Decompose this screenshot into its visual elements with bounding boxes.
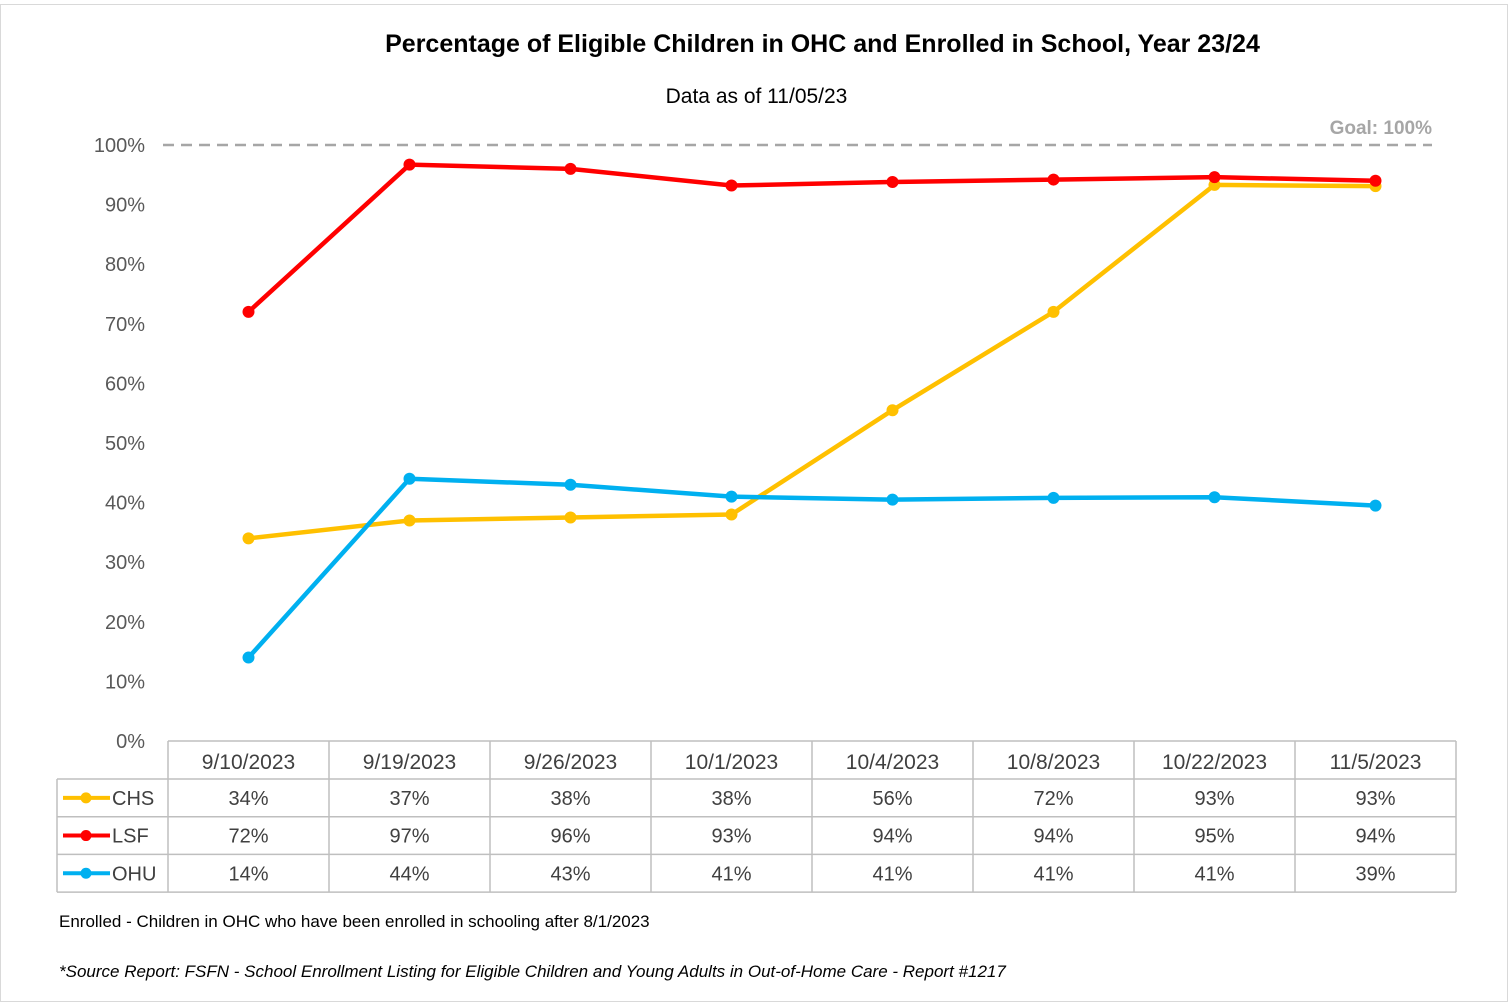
data-point-ohu	[403, 472, 416, 485]
data-point-lsf	[403, 158, 416, 171]
y-tick-label: 50%	[105, 433, 145, 455]
y-tick-label: 60%	[105, 373, 145, 395]
data-label: 43%	[550, 863, 590, 885]
data-point-lsf	[725, 179, 738, 192]
data-label: 37%	[389, 788, 429, 810]
data-label: 38%	[711, 788, 751, 810]
legend-key-marker	[80, 867, 92, 879]
data-label: 94%	[872, 826, 912, 848]
series-line-ohu	[246, 476, 1378, 660]
legend-key-marker	[80, 830, 92, 842]
series-line-chs	[246, 182, 1378, 541]
data-label: 94%	[1355, 826, 1395, 848]
data-label: 38%	[550, 788, 590, 810]
y-tick-label: 40%	[105, 493, 145, 515]
data-label: 34%	[228, 788, 268, 810]
x-tick-label: 10/8/2023	[1007, 751, 1100, 774]
chart-title: Percentage of Eligible Children in OHC a…	[385, 30, 1260, 58]
data-point-chs	[242, 532, 255, 545]
data-point-lsf	[1208, 171, 1221, 184]
y-tick-label: 10%	[105, 671, 145, 693]
y-tick-label: 30%	[105, 552, 145, 574]
data-point-lsf	[242, 305, 255, 318]
data-label: 41%	[711, 863, 751, 885]
data-point-lsf	[1047, 173, 1060, 186]
data-point-ohu	[886, 493, 899, 506]
data-label: 95%	[1194, 826, 1234, 848]
data-point-ohu	[1369, 499, 1382, 512]
data-point-ohu	[725, 490, 738, 503]
y-tick-label: 0%	[116, 731, 145, 753]
x-tick-label: 9/10/2023	[202, 751, 295, 774]
legend-label-chs: CHS	[112, 788, 154, 810]
data-point-ohu	[1208, 491, 1221, 504]
series-line-lsf	[246, 162, 1378, 315]
data-point-ohu	[564, 478, 577, 491]
data-point-chs	[1047, 305, 1060, 318]
y-tick-label: 100%	[94, 135, 145, 157]
data-label: 93%	[1194, 788, 1234, 810]
data-point-ohu	[1047, 491, 1060, 504]
chart-subtitle: Data as of 11/05/23	[665, 85, 848, 108]
data-label: 56%	[872, 788, 912, 810]
legend-label-ohu: OHU	[112, 863, 156, 885]
data-point-lsf	[886, 175, 899, 188]
data-label: 41%	[1033, 863, 1073, 885]
data-label: 94%	[1033, 826, 1073, 848]
goal-label: Goal: 100%	[1330, 118, 1433, 139]
data-point-chs	[564, 511, 577, 524]
x-tick-label: 10/22/2023	[1162, 751, 1267, 774]
data-label: 96%	[550, 826, 590, 848]
y-tick-label: 20%	[105, 612, 145, 634]
data-label: 72%	[1033, 788, 1073, 810]
data-point-lsf	[564, 162, 577, 175]
chart-frame	[0, 4, 1508, 1002]
y-tick-label: 90%	[105, 195, 145, 217]
data-point-ohu	[242, 651, 255, 664]
x-tick-label: 9/19/2023	[363, 751, 456, 774]
x-tick-label: 10/4/2023	[846, 751, 939, 774]
y-tick-label: 80%	[105, 254, 145, 276]
data-point-lsf	[1369, 174, 1382, 187]
data-label: 41%	[872, 863, 912, 885]
data-label: 93%	[1355, 788, 1395, 810]
legend-label-lsf: LSF	[112, 826, 149, 848]
data-label: 72%	[228, 826, 268, 848]
y-tick-label: 70%	[105, 314, 145, 336]
x-tick-label: 10/1/2023	[685, 751, 778, 774]
source-note: *Source Report: FSFN - School Enrollment…	[59, 962, 1006, 981]
data-point-chs	[886, 404, 899, 417]
data-point-chs	[725, 508, 738, 521]
data-label: 41%	[1194, 863, 1234, 885]
x-tick-label: 9/26/2023	[524, 751, 617, 774]
legend-key-marker	[80, 792, 92, 804]
data-label: 97%	[389, 826, 429, 848]
data-label: 14%	[228, 863, 268, 885]
data-label: 39%	[1355, 863, 1395, 885]
x-tick-label: 11/5/2023	[1330, 751, 1422, 774]
data-label: 93%	[711, 826, 751, 848]
footnote: Enrolled - Children in OHC who have been…	[59, 912, 650, 931]
data-label: 44%	[389, 863, 429, 885]
data-point-chs	[403, 514, 416, 527]
